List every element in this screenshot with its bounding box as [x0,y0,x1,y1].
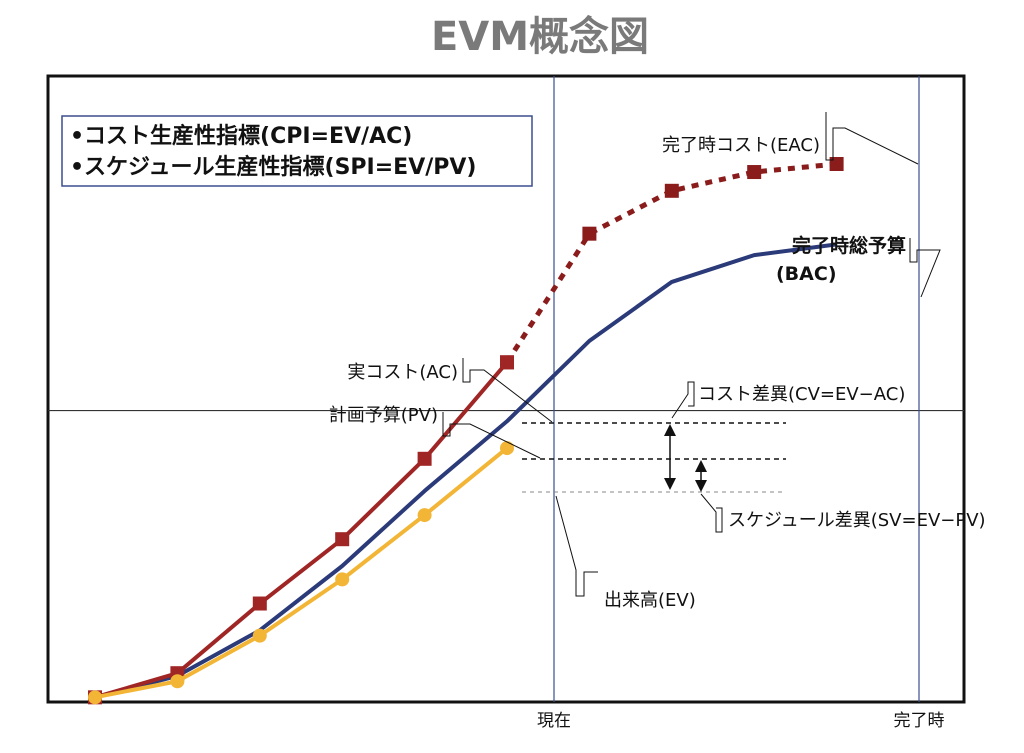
bac-label-line2: (BAC) [776,263,837,285]
diagram-title: EVM概念図 [431,14,649,60]
sv-arrow [695,460,707,492]
ac-label: 実コスト(AC) [347,362,458,383]
eac-point-3 [747,165,762,180]
eac-point-4 [829,157,844,171]
bac-callout: 完了時総予算 (BAC) [776,234,941,298]
eac-label: 完了時コスト(EAC) [662,135,820,156]
ac-point-4 [417,451,432,466]
ev-point-0 [88,690,102,705]
ac-callout: 実コスト(AC) [347,358,553,423]
pv-label: 計画予算(PV) [329,405,438,426]
eac-point-2 [664,183,679,198]
ev-series-line [94,446,509,700]
ev-point-2 [252,628,267,643]
now-axis-label: 現在 [537,711,571,731]
plot-frame [46,74,966,704]
series-layer [88,157,844,705]
eac-point-1 [582,226,597,241]
cv-arrow [664,424,676,490]
ev-point-1 [170,674,185,689]
ac-point-3 [335,532,350,547]
ac-point-2 [252,596,267,611]
ev-point-3 [335,572,350,587]
ev-callout: 出来高(EV) [555,495,696,611]
pv-series-line [94,242,837,700]
legend-item-cpi: •コスト生産性指標(CPI=EV/AC) [70,123,412,149]
legend-box: •コスト生産性指標(CPI=EV/AC) •スケジュール生産性指標(SPI=EV… [61,115,533,187]
sv-callout: スケジュール差異(SV=EV−PV) [700,493,986,533]
ac-point-5 [500,355,514,370]
eac-callout: 完了時コスト(EAC) [662,112,919,165]
bac-label-line1: 完了時総予算 [792,234,906,257]
end-axis-label: 完了時 [894,711,945,731]
ev-label: 出来高(EV) [604,590,696,611]
sv-label: スケジュール差異(SV=EV−PV) [728,510,986,531]
cv-callout: コスト差異(CV=EV−AC) [671,381,905,419]
pv-callout: 計画予算(PV) [329,405,541,459]
ac-series-line [94,361,509,700]
eac-series-line [504,161,837,364]
ev-point-4 [417,508,432,523]
cv-label: コスト差異(CV=EV−AC) [698,384,905,405]
ev-point-5 [500,441,514,456]
legend-item-spi: •スケジュール生産性指標(SPI=EV/PV) [70,154,476,180]
